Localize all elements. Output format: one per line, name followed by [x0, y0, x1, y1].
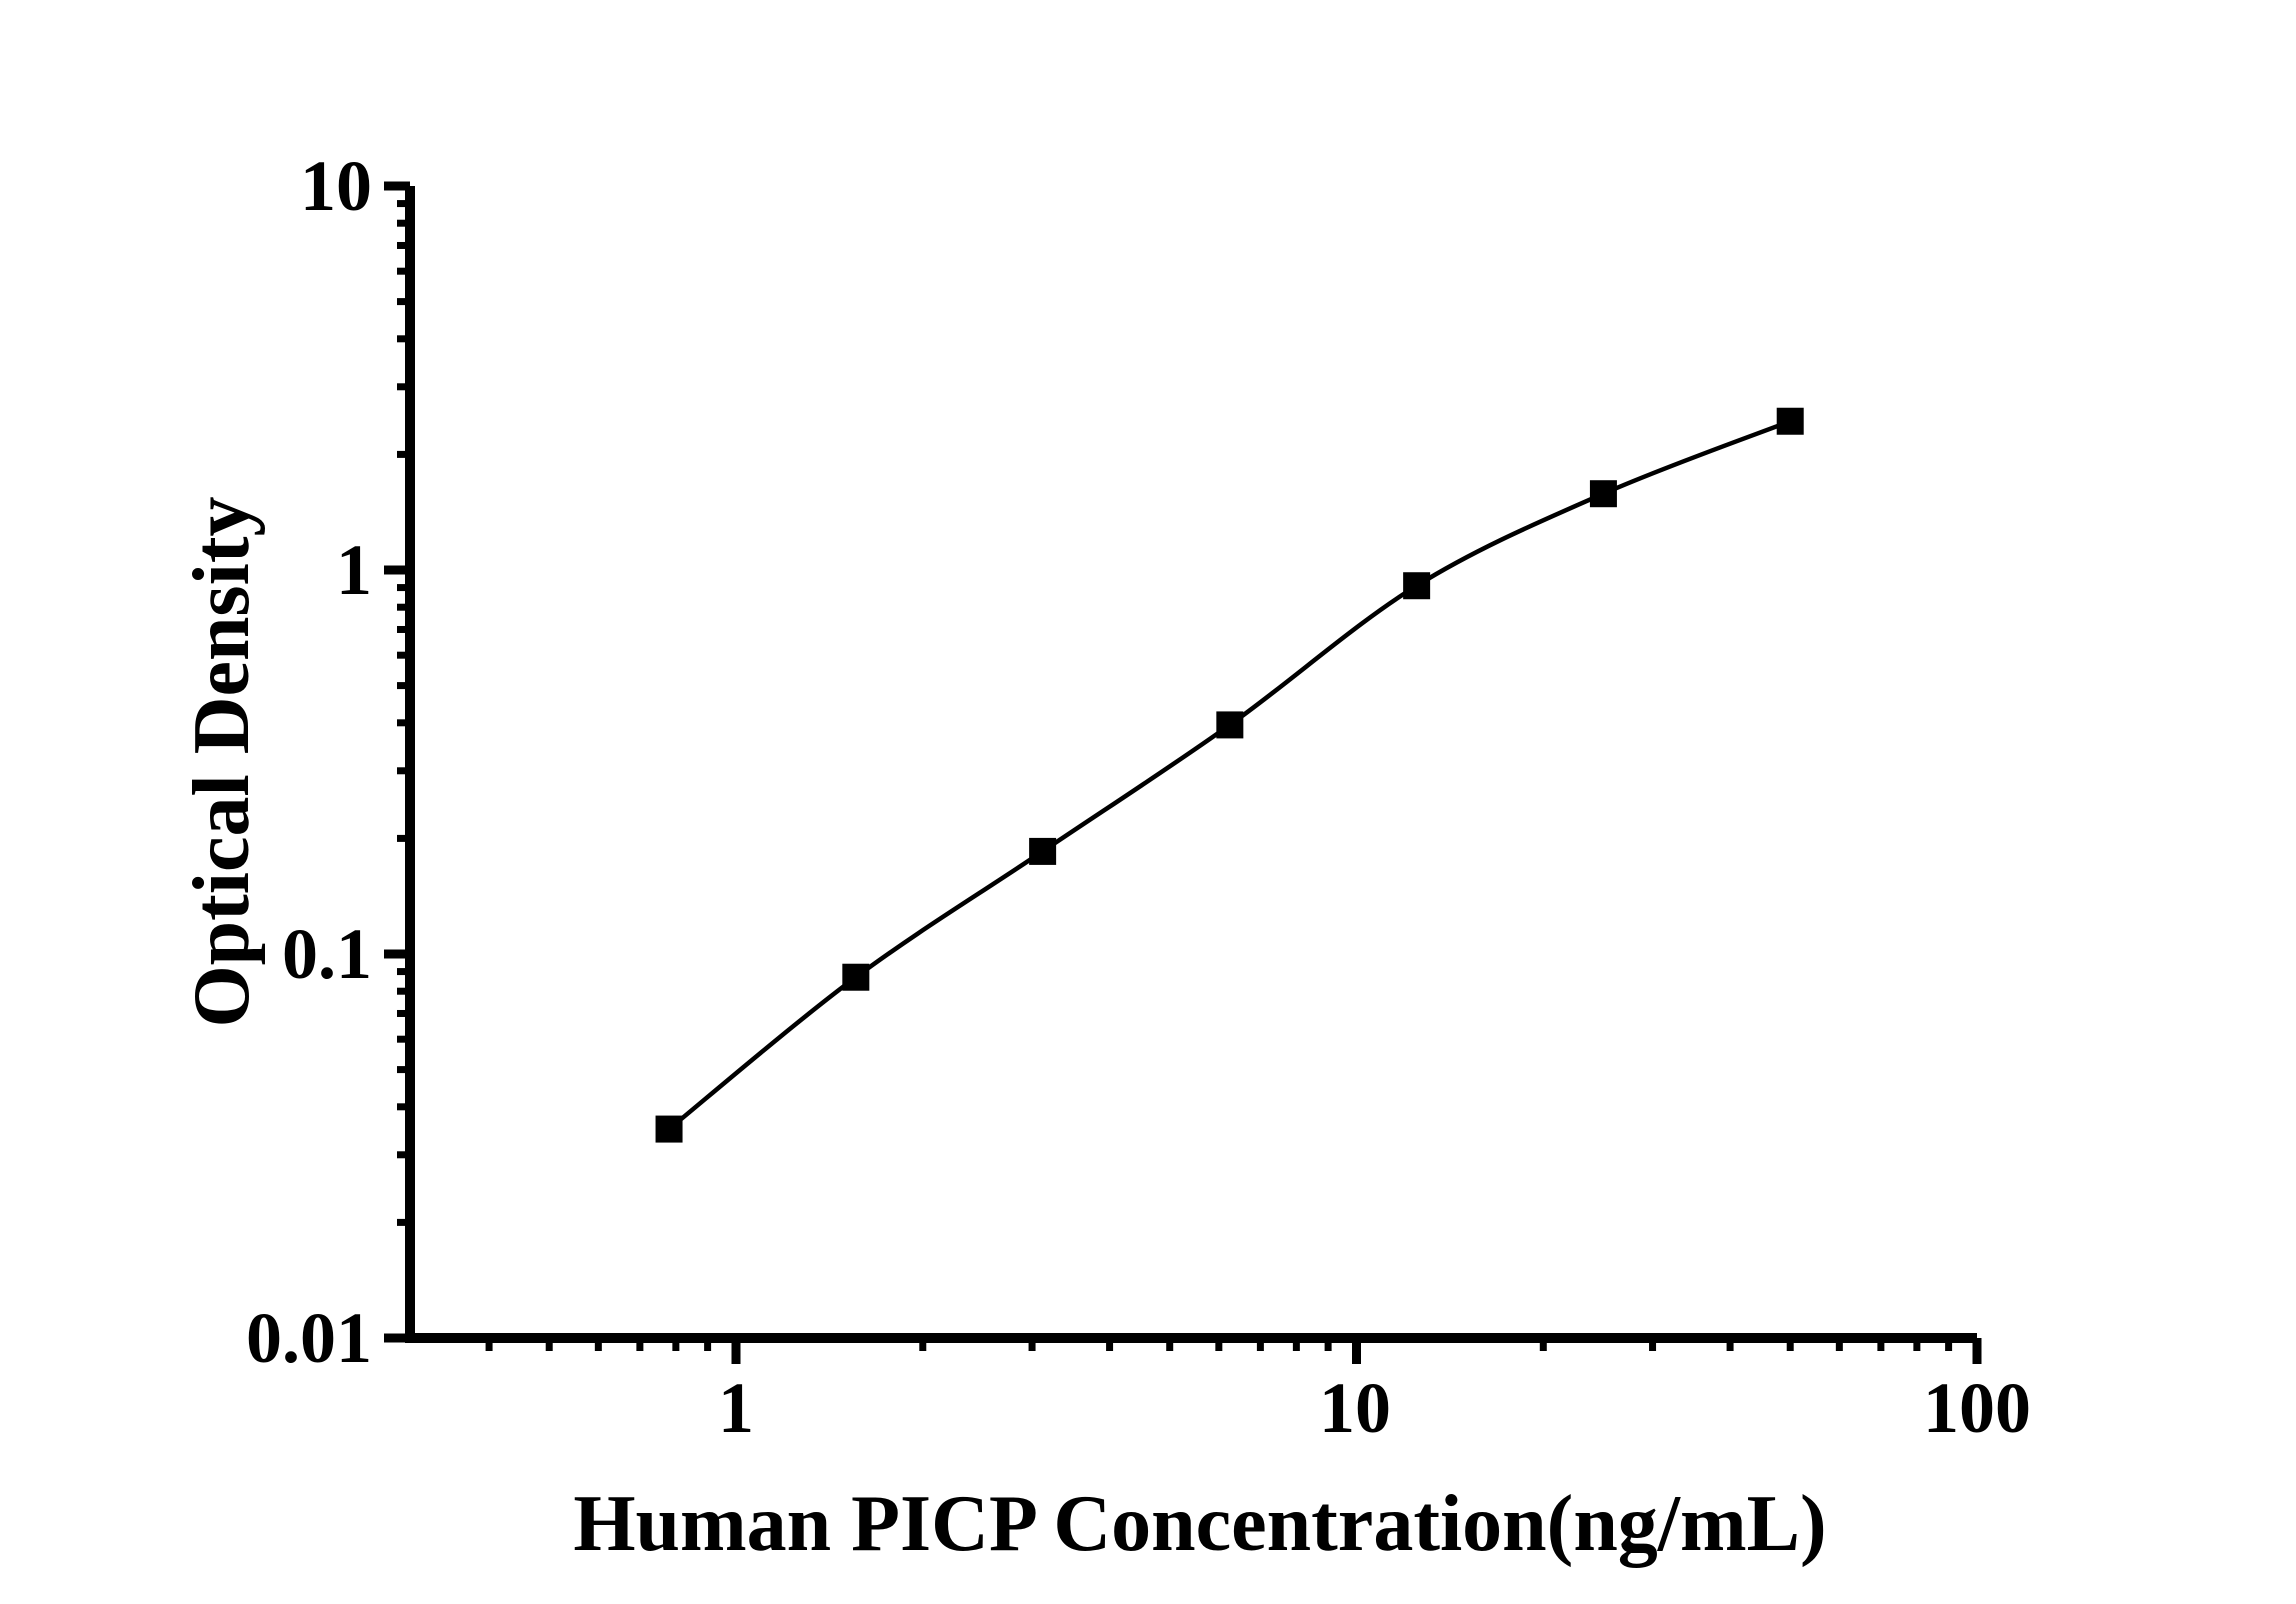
data-point-marker	[1589, 480, 1617, 508]
data-point-marker	[1029, 837, 1057, 865]
x-tick-label-1: 1	[718, 1368, 754, 1448]
y-tick-label-1: 1	[336, 530, 372, 610]
data-point-marker	[1216, 711, 1244, 739]
y-axis-title: Optical Density	[178, 496, 266, 1027]
data-point-marker	[1403, 572, 1431, 600]
curve-line	[667, 419, 1792, 1131]
x-axis-title: Human PICP Concentration(ng/mL)	[573, 1480, 1826, 1568]
data-series	[655, 407, 1804, 1143]
y-tick-label-0.1: 0.1	[282, 914, 372, 994]
data-point-marker	[842, 963, 870, 991]
y-tick-label-0.01: 0.01	[246, 1298, 372, 1378]
data-point-marker	[655, 1115, 683, 1143]
data-point-marker	[1776, 407, 1804, 435]
axis-ticks	[384, 181, 1982, 1364]
y-tick-label-10: 10	[300, 146, 372, 226]
axis-spines	[405, 186, 1977, 1343]
x-tick-label-10: 10	[1319, 1368, 1391, 1448]
x-tick-label-100: 100	[1923, 1368, 2031, 1448]
